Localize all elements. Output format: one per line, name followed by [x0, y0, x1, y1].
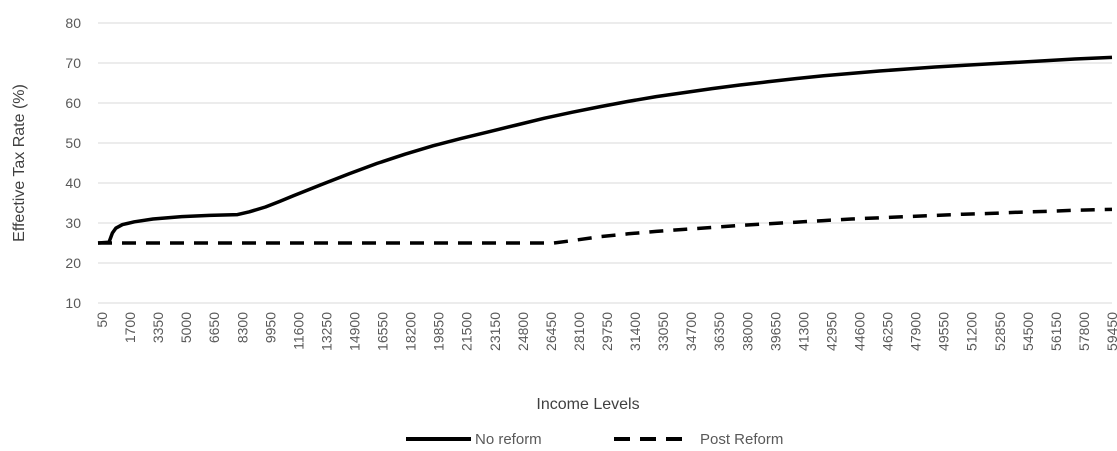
x-tick-label: 42950: [823, 312, 839, 351]
x-tick-label: 24800: [515, 312, 531, 351]
x-tick-label: 52850: [992, 312, 1008, 351]
x-tick-label: 51200: [964, 312, 980, 351]
y-tick-label: 30: [65, 215, 81, 231]
x-tick-label: 41300: [795, 312, 811, 351]
x-tick-label: 13250: [318, 312, 334, 351]
y-tick-label: 70: [65, 55, 81, 71]
x-tick-label: 39650: [767, 312, 783, 351]
legend-label-no-reform: No reform: [475, 431, 542, 448]
x-tick-label: 49550: [936, 312, 952, 351]
x-tick-label: 56150: [1048, 312, 1064, 351]
x-tick-label: 8300: [234, 312, 250, 343]
x-axis-title: Income Levels: [536, 396, 639, 413]
legend-label-post-reform: Post Reform: [700, 431, 783, 448]
series-line-no-reform: [97, 55, 1113, 245]
y-tick-label: 20: [65, 255, 81, 271]
x-tick-label: 50: [94, 312, 110, 328]
x-tick-label: 31400: [627, 312, 643, 351]
x-tick-label: 1700: [122, 312, 138, 343]
x-tick-label: 38000: [739, 312, 755, 351]
x-tick-label: 19850: [431, 312, 447, 351]
x-tick-label: 21500: [459, 312, 475, 351]
x-axis-tick-labels: 50 1700 3350 5000 6650 8300 9950 11600 13250 1490…: [94, 312, 1117, 351]
x-tick-label: 23150: [487, 312, 503, 351]
legend: No reform Post Reform: [406, 431, 783, 448]
series-line-post-reform: [98, 207, 1113, 245]
y-axis-title: Effective Tax Rate (%): [11, 84, 28, 242]
x-tick-label: 14900: [347, 312, 363, 351]
x-tick-label: 46250: [880, 312, 896, 351]
y-tick-label: 10: [65, 295, 81, 311]
x-tick-label: 36350: [711, 312, 727, 351]
x-tick-label: 44600: [852, 312, 868, 351]
x-tick-label: 9950: [262, 312, 278, 343]
x-tick-label: 6650: [206, 312, 222, 343]
y-tick-label: 50: [65, 135, 81, 151]
y-tick-label: 40: [65, 175, 81, 191]
gridlines: [98, 22, 1112, 264]
x-tick-label: 29750: [599, 312, 615, 351]
x-tick-label: 33050: [655, 312, 671, 351]
x-tick-label: 47900: [908, 312, 924, 351]
x-tick-label: 5000: [178, 312, 194, 343]
x-tick-label: 34700: [683, 312, 699, 351]
y-tick-label: 60: [65, 95, 81, 111]
x-tick-label: 11600: [290, 312, 306, 350]
x-tick-label: 18200: [403, 312, 419, 351]
x-tick-label: 3350: [150, 312, 166, 343]
x-tick-label: 16550: [375, 312, 391, 351]
x-tick-label: 54500: [1020, 312, 1036, 351]
x-tick-label: 59450: [1104, 312, 1117, 351]
x-tick-label: 26450: [543, 312, 559, 351]
x-tick-label: 57800: [1076, 312, 1092, 351]
series-lines: [97, 55, 1113, 245]
x-tick-label: 28100: [571, 312, 587, 351]
y-tick-label: 80: [65, 15, 81, 31]
y-axis-tick-labels: 10 20 30 40 50 60 70 80: [65, 15, 81, 311]
